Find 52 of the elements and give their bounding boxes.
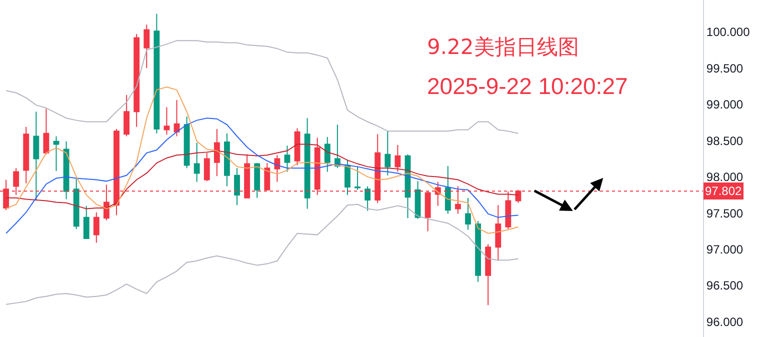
y-tick-label: 98.000 (706, 170, 744, 184)
text: 2025-9-22 10:20:27 (427, 73, 628, 99)
line-series (6, 204, 519, 305)
candlestick (33, 111, 40, 201)
candlestick (414, 180, 421, 220)
candlestick (224, 132, 230, 187)
y-tick-label: 100.000 (706, 25, 750, 40)
candlestick (73, 178, 80, 230)
candlestick (495, 204, 502, 262)
candlestick (384, 130, 391, 176)
candlestick (354, 166, 360, 190)
candlestick (204, 152, 210, 182)
line-series (6, 118, 519, 234)
candlestick (284, 145, 290, 172)
y-tick-label: 99.000 (706, 98, 744, 112)
y-tick-label: 98.500 (706, 134, 744, 148)
candlestick (485, 244, 492, 306)
candlestick (324, 136, 330, 172)
candlestick (505, 190, 512, 230)
candlestick (144, 24, 150, 69)
candlestick (394, 144, 401, 172)
candlestick (304, 118, 310, 210)
candlestick (344, 160, 350, 196)
candlestick (43, 108, 50, 155)
candlestick (124, 94, 130, 137)
candlestick (465, 197, 471, 230)
candlestick (174, 100, 180, 137)
candlestick (154, 13, 160, 134)
candlestick (164, 106, 170, 136)
line-series (6, 144, 519, 210)
y-tick-label: 96.000 (706, 314, 744, 329)
candlestick (83, 205, 90, 239)
candlestick (254, 162, 260, 198)
candlestick (234, 168, 240, 206)
y-tick-label: 99.500 (706, 61, 744, 76)
candlestick (444, 165, 451, 214)
candlestick (475, 220, 481, 282)
candlestick (274, 154, 280, 182)
candlestick (364, 186, 371, 212)
candlestick (194, 142, 200, 182)
y-tick-label: 97.500 (706, 206, 744, 220)
candlestick (214, 128, 220, 177)
candlestick (93, 212, 100, 244)
y-tick-label: 97.000 (706, 242, 744, 257)
candlestick (184, 116, 190, 169)
candlestick (134, 34, 140, 128)
candlestick (53, 136, 60, 172)
candlestick (294, 128, 300, 166)
y-tick-label: 96.500 (706, 278, 744, 293)
candlestick (23, 126, 30, 184)
text: 9.22美指日线图 (427, 35, 579, 59)
ref-line-label: 97.802 (705, 184, 742, 198)
